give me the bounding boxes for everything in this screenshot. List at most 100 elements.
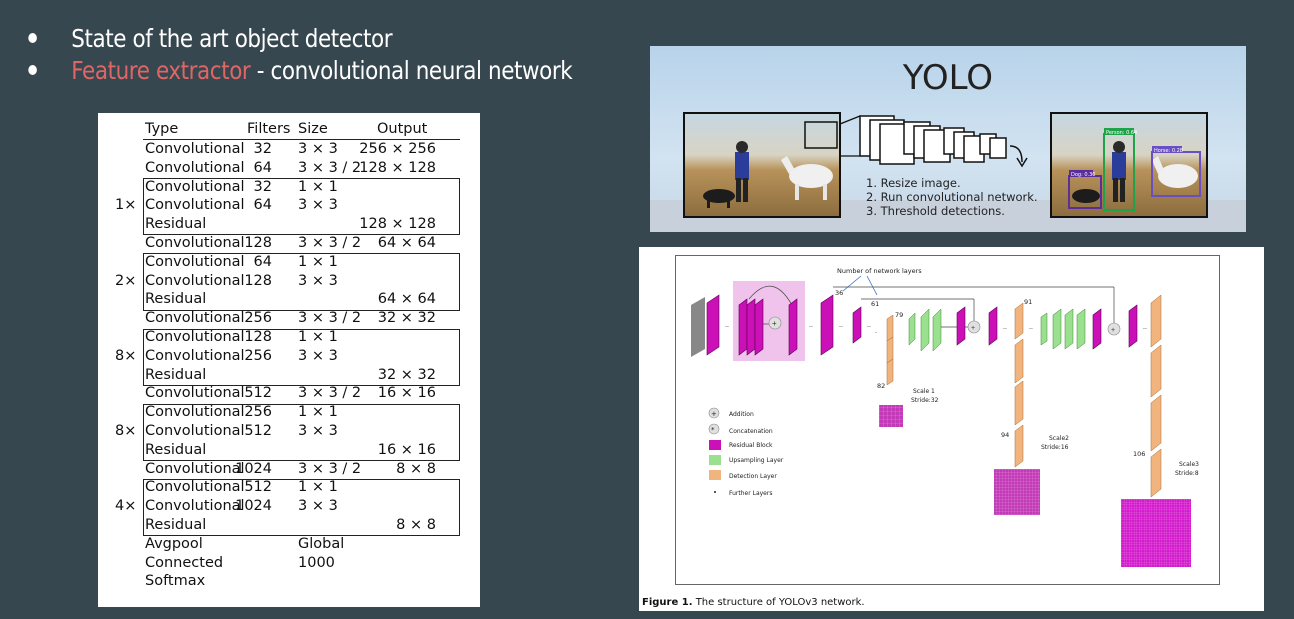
yolo-title: YOLO <box>902 58 994 98</box>
bullet-text: State of the art object detector <box>71 23 393 53</box>
cell-filters: 1024 <box>235 498 272 515</box>
table-row: Softmax <box>112 573 460 592</box>
caption-label: Figure 1. <box>642 597 693 608</box>
step-item: 3. Threshold detections. <box>866 204 1005 218</box>
scale-name: Scale 1 <box>913 388 935 395</box>
residual-legend-icon <box>709 440 721 450</box>
layer-number: 61 <box>871 300 879 308</box>
cell-type: Residual <box>145 517 207 533</box>
cell-type: Residual <box>145 366 207 383</box>
residual-block-outline <box>143 178 460 236</box>
cell-type: Convolutional <box>145 460 245 477</box>
residual-block-outline <box>143 478 460 537</box>
step-item: 2. Run convolutional network. <box>866 190 1038 204</box>
scale-name: Scale3 <box>1179 461 1199 468</box>
further-legend-icon <box>714 491 716 493</box>
cell-output: 32 × 32 <box>377 310 436 327</box>
legend-label: Further Layers <box>729 490 772 497</box>
cell-filters: 128 <box>244 272 272 289</box>
table-row: Convolutional 512 1 × 1 <box>112 479 460 498</box>
table-row: Residual 64 × 64 <box>112 291 460 310</box>
detection-grid <box>994 469 1040 515</box>
cell-size: Global <box>298 535 345 552</box>
input-photo <box>683 112 841 218</box>
cell-type: Convolutional <box>145 253 245 270</box>
table-row: Convolutional 512 3 × 3 / 2 16 × 16 <box>112 385 460 404</box>
table-row: Avgpool Global <box>112 536 460 555</box>
further-layers-marker: .. <box>1143 324 1147 331</box>
cell-output: 64 × 64 <box>377 235 436 251</box>
svg-text:+: + <box>711 410 717 418</box>
detection-label-dog: Dog: 0.30 <box>1071 172 1096 178</box>
legend-label: Detection Layer <box>729 473 777 480</box>
table-row: Convolutional 1024 3 × 3 <box>112 498 460 517</box>
cell-type: Convolutional <box>145 178 245 195</box>
cell-filters: 1024 <box>235 460 272 477</box>
cell-filters: 256 <box>244 347 272 364</box>
block-multiplier: 8× <box>115 347 137 364</box>
cell-output: 64 × 64 <box>377 291 436 308</box>
cell-size: 3 × 3 / 2 <box>298 385 362 402</box>
table-row: Residual 8 × 8 <box>112 517 460 536</box>
cell-type: Convolutional <box>145 479 245 496</box>
bullet-text: - convolutional neural network <box>250 55 573 85</box>
scale-name: Scale2 <box>1049 435 1069 442</box>
table-row: Convolutional 1024 3 × 3 / 2 8 × 8 <box>112 461 460 480</box>
cell-filters: 64 <box>253 253 272 270</box>
cell-type: Residual <box>145 441 207 458</box>
network-layers-graphic <box>840 115 1028 168</box>
cell-filters: 512 <box>244 423 272 439</box>
legend-label: Residual Block <box>729 442 773 449</box>
table-row: Convolutional 256 1 × 1 <box>112 404 460 423</box>
cell-size: 3 × 3 <box>298 141 338 157</box>
table-row: Residual 128 × 128 <box>112 216 460 235</box>
layers-header-label: Number of network layers <box>837 267 922 275</box>
cell-size: 1 × 1 <box>298 329 338 345</box>
block-multiplier: 8× <box>115 423 137 439</box>
addition-legend-icon <box>708 407 720 419</box>
table-row: Connected 1000 <box>112 555 460 574</box>
header-type: Type <box>145 121 179 137</box>
darknet-architecture-table: Type Filters Size Output Convolutional 32… <box>98 113 480 607</box>
scale-stride: Stride:8 <box>1175 470 1199 477</box>
cell-size: 3 × 3 <box>298 272 338 289</box>
block-multiplier: 4× <box>115 498 137 515</box>
cell-type: Convolutional <box>145 404 245 421</box>
further-layers-marker: .. <box>1003 324 1007 331</box>
cell-type: Convolutional <box>145 385 245 402</box>
cell-output: 16 × 16 <box>377 385 436 402</box>
cell-type: Avgpool <box>145 535 203 552</box>
cell-size: 1 × 1 <box>298 178 338 195</box>
cell-type: Convolutional <box>145 197 245 214</box>
table-row: Convolutional 64 3 × 3 / 2 128 × 128 <box>112 160 460 179</box>
svg-text:+: + <box>1111 327 1115 334</box>
concatenation-legend-icon <box>708 423 720 435</box>
svg-text:+: + <box>772 319 777 328</box>
layer-number: 36 <box>835 289 843 297</box>
diagram-frame <box>675 255 1220 585</box>
cell-output: 128 × 128 <box>359 159 436 176</box>
cell-size: 1 × 1 <box>298 253 338 270</box>
yolov3-diagram: Number of network layers .. + .. .. .. .… <box>691 267 1199 567</box>
table-header: Type Filters Size Output <box>112 121 460 139</box>
cell-filters: 256 <box>244 310 272 327</box>
scale-stride: Stride:16 <box>1041 444 1069 451</box>
cell-output: 32 × 32 <box>377 366 436 383</box>
cell-filters: 64 <box>253 159 272 176</box>
further-layers-marker: .. <box>1029 324 1033 331</box>
cell-size: 3 × 3 / 2 <box>298 235 362 251</box>
layer-number: 79 <box>895 311 903 319</box>
upsampling-legend-icon <box>709 455 721 465</box>
table-row: Convolutional 64 3 × 3 <box>112 197 460 216</box>
legend-label: Concatenation <box>729 428 773 435</box>
layer-number: 82 <box>877 382 885 390</box>
table-row: Convolutional 128 3 × 3 / 2 64 × 64 <box>112 235 460 254</box>
header-size: Size <box>298 121 328 137</box>
cell-filters: 64 <box>253 197 272 214</box>
detection-grid <box>1121 499 1191 567</box>
further-layers-marker: .. <box>839 322 843 329</box>
caption-text: The structure of YOLOv3 network. <box>695 597 865 608</box>
layer-number: 106 <box>1133 450 1145 458</box>
legend-label: Upsampling Layer <box>729 457 784 464</box>
cell-size: 3 × 3 <box>298 423 338 439</box>
